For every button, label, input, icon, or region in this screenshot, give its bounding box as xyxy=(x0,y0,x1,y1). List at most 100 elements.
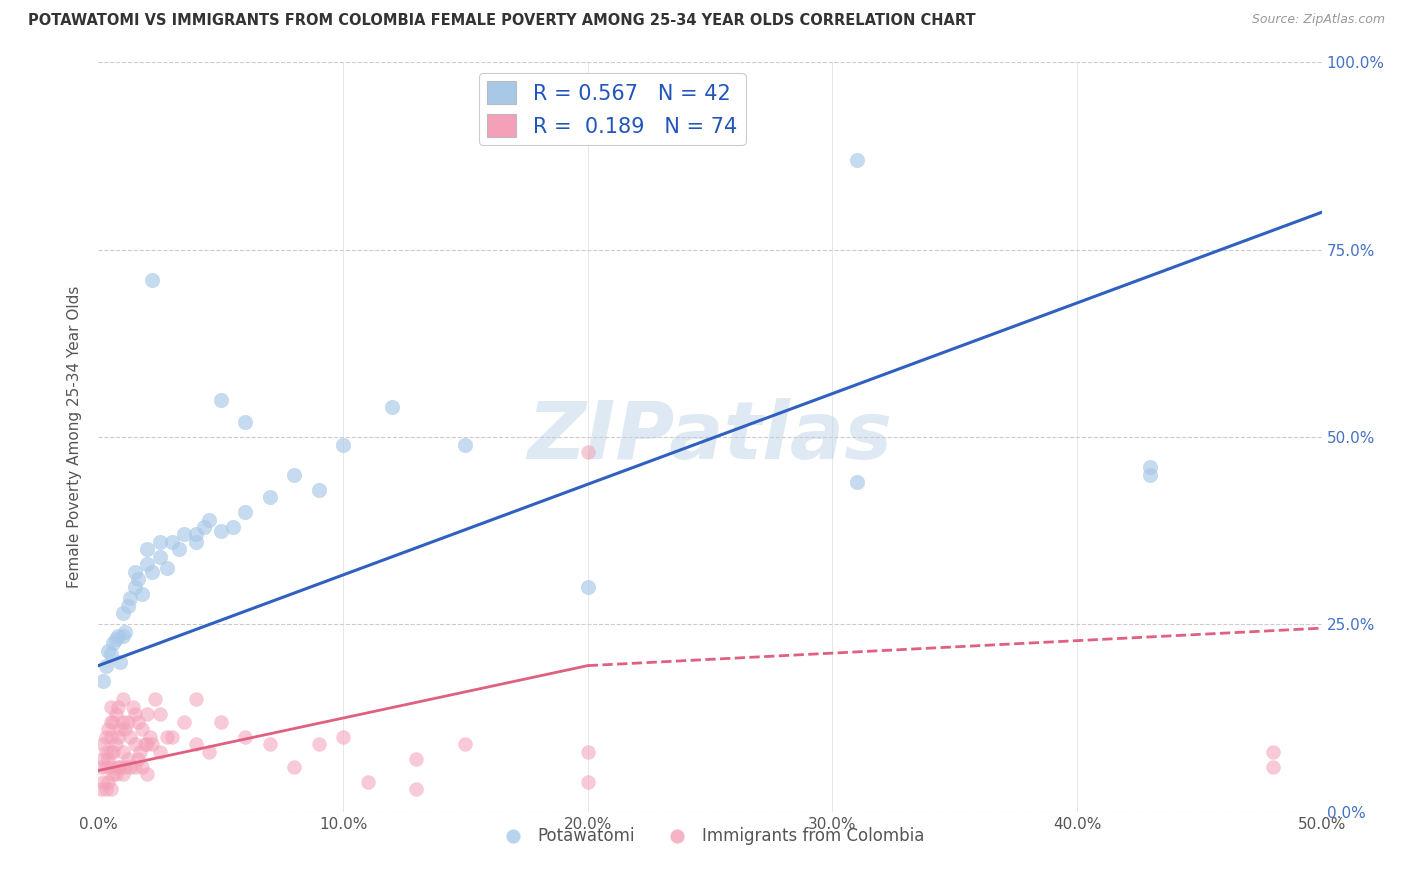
Point xyxy=(110,723,132,737)
Point xyxy=(283,760,305,774)
Point xyxy=(845,475,868,489)
Point xyxy=(111,606,134,620)
Point xyxy=(117,714,139,729)
Point xyxy=(104,707,127,722)
Point xyxy=(136,767,159,781)
Point xyxy=(91,752,114,766)
Point xyxy=(101,714,124,729)
Point xyxy=(91,737,114,751)
Point xyxy=(1261,760,1284,774)
Point xyxy=(283,467,305,482)
Point xyxy=(186,535,208,549)
Point xyxy=(576,745,599,759)
Point xyxy=(139,730,162,744)
Point xyxy=(111,767,134,781)
Point xyxy=(143,692,166,706)
Point xyxy=(131,723,153,737)
Point xyxy=(308,737,330,751)
Point xyxy=(186,692,208,706)
Point xyxy=(381,400,404,414)
Point xyxy=(111,629,134,643)
Text: POTAWATOMI VS IMMIGRANTS FROM COLOMBIA FEMALE POVERTY AMONG 25-34 YEAR OLDS CORR: POTAWATOMI VS IMMIGRANTS FROM COLOMBIA F… xyxy=(28,13,976,29)
Point xyxy=(94,782,117,797)
Point xyxy=(91,774,114,789)
Point xyxy=(308,483,330,497)
Point xyxy=(576,445,599,459)
Point xyxy=(100,745,122,759)
Point xyxy=(127,752,149,766)
Point xyxy=(167,542,190,557)
Point xyxy=(91,673,114,688)
Point xyxy=(94,760,117,774)
Point xyxy=(356,774,378,789)
Point xyxy=(222,520,245,534)
Point xyxy=(107,629,129,643)
Point xyxy=(156,561,179,575)
Point xyxy=(156,730,179,744)
Point xyxy=(120,760,142,774)
Point xyxy=(104,737,127,751)
Point xyxy=(100,782,122,797)
Point xyxy=(131,587,153,601)
Point xyxy=(576,580,599,594)
Point xyxy=(233,730,256,744)
Point xyxy=(233,505,256,519)
Point xyxy=(209,524,232,538)
Point xyxy=(454,737,477,751)
Point xyxy=(141,273,163,287)
Point xyxy=(332,730,354,744)
Point xyxy=(141,565,163,579)
Point xyxy=(845,153,868,167)
Point xyxy=(117,599,139,613)
Point xyxy=(1261,745,1284,759)
Y-axis label: Female Poverty Among 25-34 Year Olds: Female Poverty Among 25-34 Year Olds xyxy=(67,286,83,588)
Point xyxy=(129,745,152,759)
Point xyxy=(101,767,124,781)
Point xyxy=(117,752,139,766)
Point xyxy=(1139,460,1161,475)
Text: Source: ZipAtlas.com: Source: ZipAtlas.com xyxy=(1251,13,1385,27)
Point xyxy=(149,745,172,759)
Point xyxy=(124,565,146,579)
Point xyxy=(405,782,427,797)
Point xyxy=(111,692,134,706)
Point xyxy=(121,699,143,714)
Point xyxy=(100,648,122,662)
Point xyxy=(90,782,112,797)
Point xyxy=(110,760,132,774)
Point xyxy=(1139,467,1161,482)
Point xyxy=(97,774,120,789)
Point xyxy=(259,490,281,504)
Legend: Potawatomi, Immigrants from Colombia: Potawatomi, Immigrants from Colombia xyxy=(489,821,931,852)
Point xyxy=(114,624,136,639)
Point xyxy=(100,714,122,729)
Point xyxy=(100,699,122,714)
Point xyxy=(110,655,132,669)
Point xyxy=(209,392,232,407)
Point xyxy=(94,730,117,744)
Point xyxy=(149,535,172,549)
Point xyxy=(160,535,183,549)
Point xyxy=(97,643,120,657)
Point xyxy=(136,558,159,572)
Point xyxy=(124,760,146,774)
Point xyxy=(209,714,232,729)
Point xyxy=(127,573,149,587)
Point xyxy=(100,730,122,744)
Point xyxy=(111,745,134,759)
Point xyxy=(136,737,159,751)
Point xyxy=(193,520,215,534)
Point xyxy=(454,437,477,451)
Point xyxy=(120,730,142,744)
Point xyxy=(134,737,156,751)
Point xyxy=(405,752,427,766)
Point xyxy=(101,636,124,650)
Point xyxy=(107,730,129,744)
Point xyxy=(186,527,208,541)
Point xyxy=(101,745,124,759)
Point xyxy=(104,767,127,781)
Point xyxy=(259,737,281,751)
Point xyxy=(131,760,153,774)
Point xyxy=(197,745,219,759)
Point xyxy=(332,437,354,451)
